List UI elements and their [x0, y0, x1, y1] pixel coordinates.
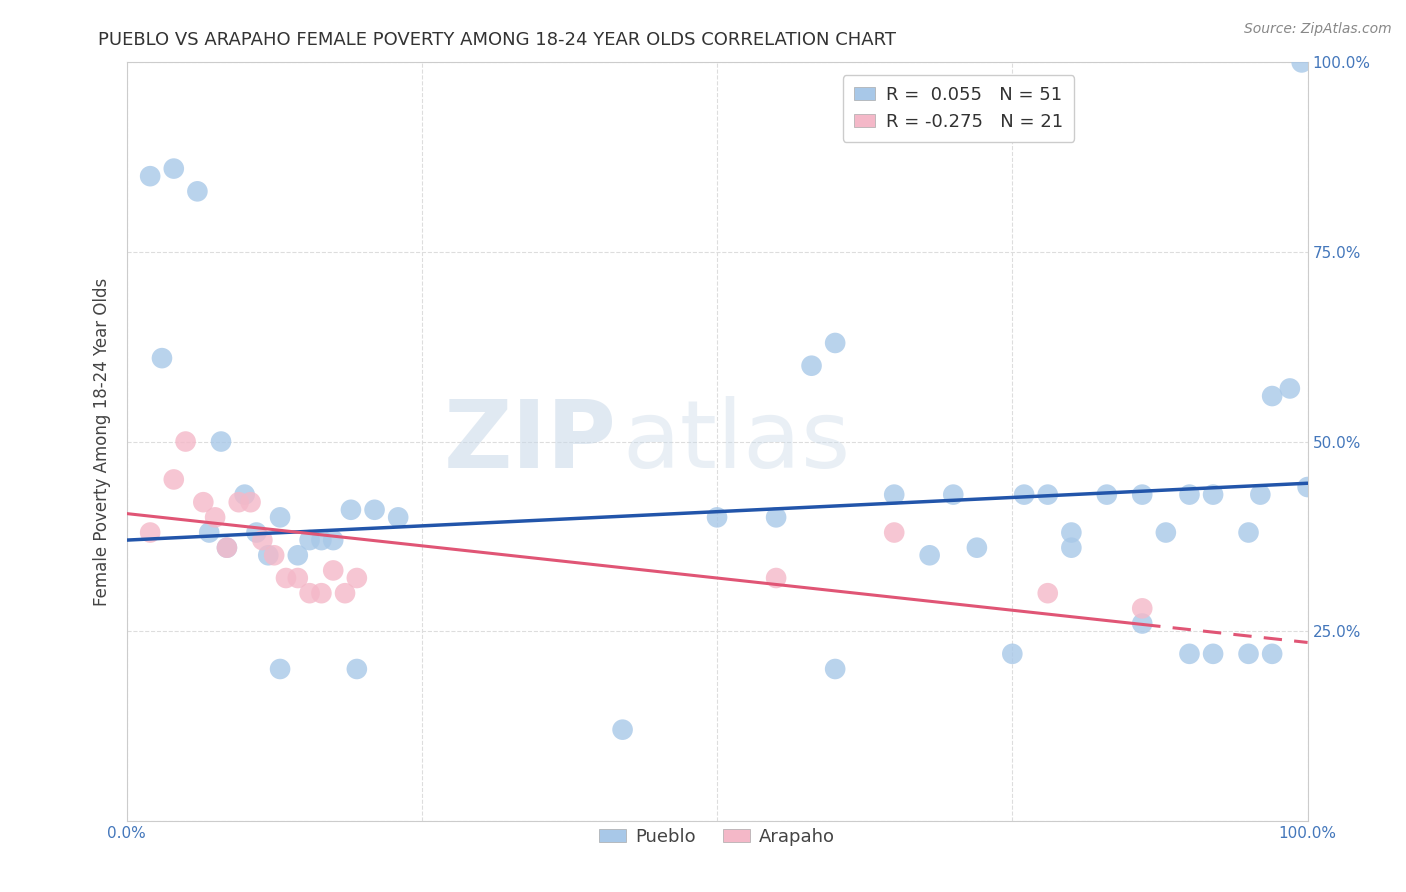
Point	[346, 662, 368, 676]
Point	[252, 533, 274, 548]
Point	[269, 510, 291, 524]
Point	[966, 541, 988, 555]
Point	[150, 351, 173, 366]
Point	[824, 662, 846, 676]
Point	[257, 548, 280, 563]
Point	[287, 571, 309, 585]
Point	[387, 510, 409, 524]
Point	[1237, 647, 1260, 661]
Point	[363, 503, 385, 517]
Point	[1130, 616, 1153, 631]
Point	[174, 434, 197, 449]
Point	[1261, 647, 1284, 661]
Point	[1237, 525, 1260, 540]
Point	[311, 533, 333, 548]
Point	[1036, 487, 1059, 501]
Text: Source: ZipAtlas.com: Source: ZipAtlas.com	[1244, 22, 1392, 37]
Point	[918, 548, 941, 563]
Point	[215, 541, 238, 555]
Point	[204, 510, 226, 524]
Point	[340, 503, 363, 517]
Point	[1130, 487, 1153, 501]
Y-axis label: Female Poverty Among 18-24 Year Olds: Female Poverty Among 18-24 Year Olds	[93, 277, 111, 606]
Point	[239, 495, 262, 509]
Point	[1060, 541, 1083, 555]
Point	[942, 487, 965, 501]
Point	[139, 525, 162, 540]
Point	[233, 487, 256, 501]
Point	[346, 571, 368, 585]
Point	[163, 473, 186, 487]
Text: ZIP: ZIP	[444, 395, 617, 488]
Point	[824, 335, 846, 350]
Point	[612, 723, 634, 737]
Point	[1291, 55, 1313, 70]
Point	[765, 510, 787, 524]
Point	[1278, 382, 1301, 396]
Point	[298, 533, 321, 548]
Point	[263, 548, 285, 563]
Point	[311, 586, 333, 600]
Point	[322, 533, 344, 548]
Point	[139, 169, 162, 184]
Point	[228, 495, 250, 509]
Point	[198, 525, 221, 540]
Point	[1261, 389, 1284, 403]
Point	[1154, 525, 1177, 540]
Point	[298, 586, 321, 600]
Text: atlas: atlas	[623, 395, 851, 488]
Legend: Pueblo, Arapaho: Pueblo, Arapaho	[592, 821, 842, 854]
Point	[215, 541, 238, 555]
Point	[193, 495, 215, 509]
Point	[322, 564, 344, 578]
Point	[274, 571, 297, 585]
Point	[1001, 647, 1024, 661]
Point	[333, 586, 356, 600]
Point	[1202, 487, 1225, 501]
Point	[1036, 586, 1059, 600]
Point	[1012, 487, 1035, 501]
Point	[800, 359, 823, 373]
Point	[1178, 647, 1201, 661]
Point	[883, 487, 905, 501]
Point	[1095, 487, 1118, 501]
Point	[765, 571, 787, 585]
Point	[163, 161, 186, 176]
Text: PUEBLO VS ARAPAHO FEMALE POVERTY AMONG 18-24 YEAR OLDS CORRELATION CHART: PUEBLO VS ARAPAHO FEMALE POVERTY AMONG 1…	[98, 31, 897, 49]
Point	[1296, 480, 1319, 494]
Point	[1249, 487, 1271, 501]
Point	[245, 525, 267, 540]
Point	[1130, 601, 1153, 615]
Point	[706, 510, 728, 524]
Point	[1060, 525, 1083, 540]
Point	[1178, 487, 1201, 501]
Point	[186, 184, 208, 198]
Point	[269, 662, 291, 676]
Point	[209, 434, 232, 449]
Point	[883, 525, 905, 540]
Point	[287, 548, 309, 563]
Point	[1202, 647, 1225, 661]
